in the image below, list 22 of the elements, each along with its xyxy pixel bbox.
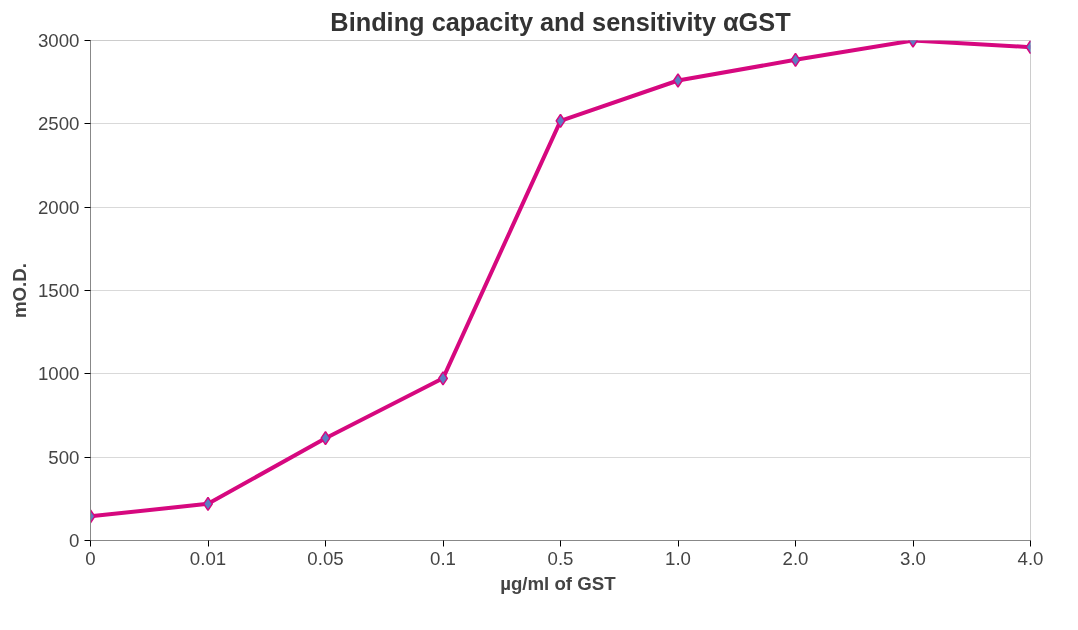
y-axis-title: mO.D. [9,263,30,318]
x-tick-label: 2.0 [782,547,809,569]
point [437,371,449,386]
x-tick-label: 4.0 [1017,547,1044,569]
y-tick-label: 500 [48,446,80,468]
y-tick-label: 3000 [38,30,80,51]
x-tick-label: 3.0 [900,547,926,569]
y-tick-label: 2000 [38,196,80,218]
y-tick-label: 1500 [38,280,80,301]
point [672,73,684,88]
x-tick-label: 1.0 [665,547,691,569]
y-tick-label: 0 [69,530,80,551]
x-axis-title: µg/ml of GST [500,572,617,594]
y-tick-label: 1000 [38,363,80,385]
chart-title: Binding capacity and sensitivity αGST [330,7,792,36]
point [202,496,214,512]
x-tick-label: 0.05 [307,547,344,569]
x-tick-label: 0.1 [430,547,456,569]
x-tick-label: 0.01 [189,547,227,569]
x-tick-label: 0 [85,547,96,569]
x-tick-label: 0.5 [547,547,574,569]
y-tick-label: 2500 [38,113,80,135]
